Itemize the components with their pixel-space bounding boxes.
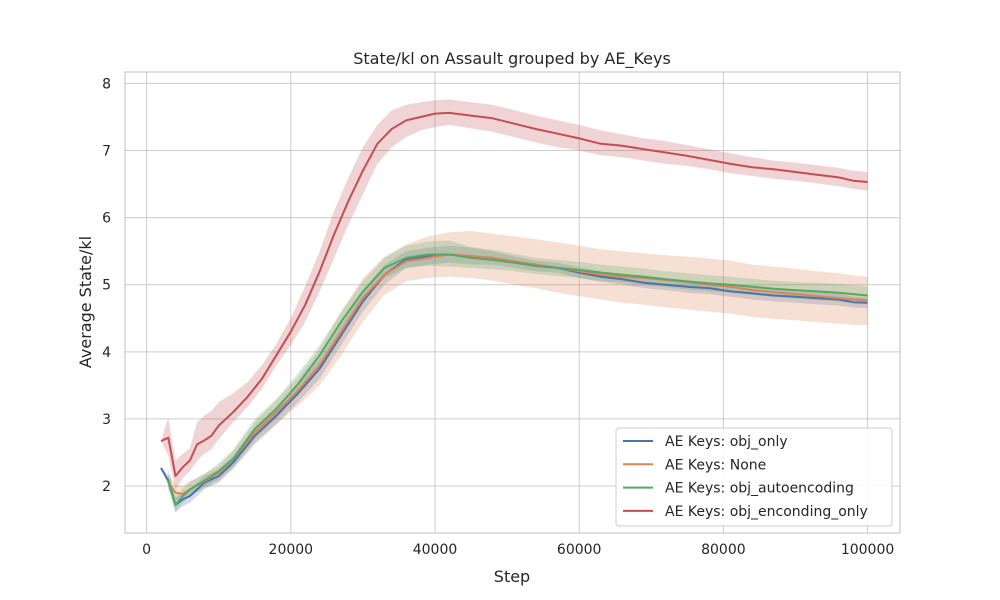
legend: AE Keys: obj_only AE Keys: None AE Keys: o… (615, 427, 893, 527)
series-line-2 (167, 253, 868, 506)
legend-label-0: AE Keys: obj_only (665, 434, 788, 450)
y-axis-label: Average State/kl (76, 236, 95, 368)
plot-frame (124, 71, 901, 534)
series-lines (160, 111, 868, 506)
confidence-bands (161, 99, 868, 513)
series-band-3 (161, 99, 868, 490)
series-band-1 (168, 231, 868, 501)
legend-label-1: AE Keys: None (665, 457, 766, 473)
legend-label-3: AE Keys: obj_enconding_only (665, 504, 868, 520)
x-tick-label: 80000 (701, 542, 746, 558)
x-tick-label: 40000 (413, 542, 458, 558)
x-axis-ticks: 0 20000 40000 60000 80000 100000 (142, 542, 894, 558)
x-tick-label: 100000 (841, 542, 894, 558)
chart-title: State/kl on Assault grouped by AE_Keys (353, 49, 671, 69)
x-axis-label: Step (494, 567, 530, 586)
legend-label-2: AE Keys: obj_autoencoding (665, 481, 854, 497)
y-tick-label: 5 (102, 278, 111, 294)
y-tick-label: 6 (102, 211, 111, 227)
y-tick-label: 7 (102, 144, 111, 160)
y-axis-ticks: 2 3 4 5 6 7 8 (102, 76, 111, 495)
y-tick-label: 8 (102, 76, 111, 92)
x-tick-label: 0 (142, 542, 151, 558)
y-tick-label: 3 (102, 412, 111, 428)
x-tick-label: 20000 (269, 542, 314, 558)
y-tick-label: 4 (102, 345, 111, 361)
series-band-2 (168, 240, 868, 513)
x-tick-label: 60000 (557, 542, 602, 558)
y-tick-label: 2 (102, 479, 111, 495)
legend-box (615, 427, 893, 527)
series-line-3 (160, 111, 868, 477)
